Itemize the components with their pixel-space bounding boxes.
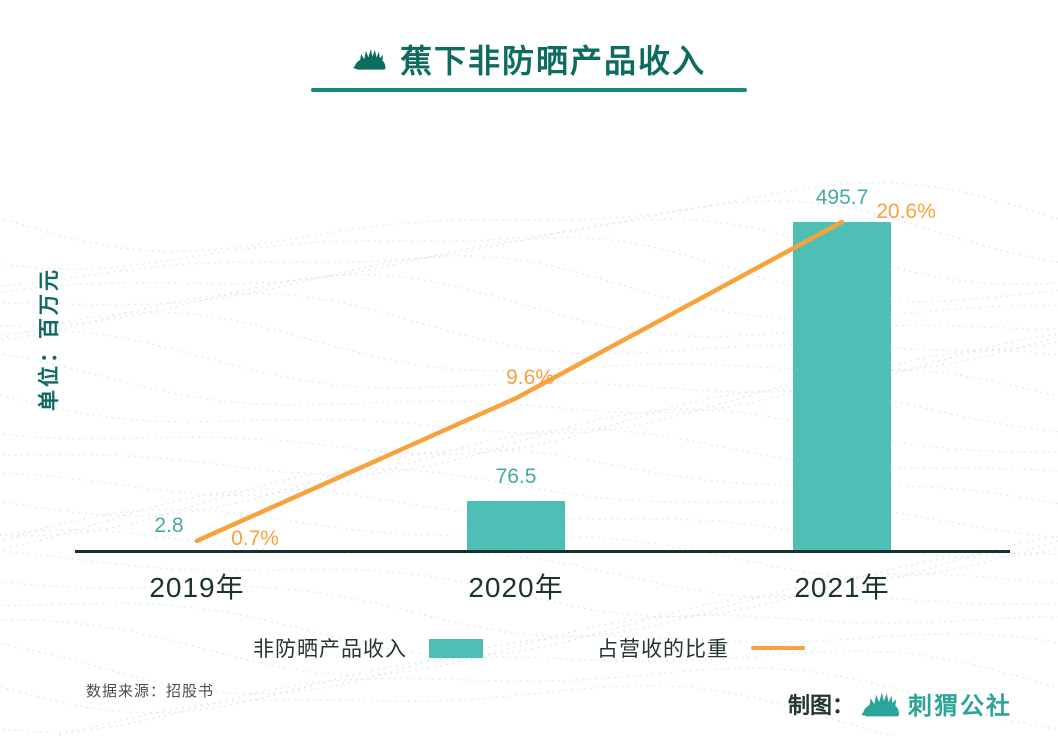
line-percent-label: 20.6% (876, 200, 936, 223)
legend-line-label: 占营收的比重 (597, 638, 729, 661)
data-source-note: 数据来源：招股书 (86, 683, 215, 700)
title-underline (311, 88, 747, 92)
title-block: 蕉下非防晒产品收入 (0, 36, 1058, 82)
legend-bar-label: 非防晒产品收入 (253, 638, 407, 661)
credit-block: 制图： 刺猬公社 (788, 686, 1012, 721)
legend-bar-swatch (429, 638, 483, 658)
hedgehog-logo-icon (860, 692, 900, 716)
x-axis-label: 2020年 (468, 572, 564, 603)
line-percent-label: 9.6% (506, 366, 554, 390)
bar-2021年 (793, 222, 891, 552)
x-axis-label: 2021年 (794, 572, 890, 603)
chart-title: 蕉下非防晒产品收入 (399, 43, 706, 79)
bar-2020年 (467, 501, 565, 552)
line-percent-label: 0.7% (231, 526, 279, 550)
legend-line-swatch (751, 646, 805, 650)
hedgehog-title-icon (352, 49, 386, 70)
credit-name: 刺猬公社 (908, 693, 1012, 720)
bar-value-label: 76.5 (495, 465, 537, 489)
legend: 非防晒产品收入 占营收的比重 (0, 633, 1058, 663)
x-axis-label: 2019年 (149, 572, 245, 603)
credit-label: 制图： (787, 692, 854, 718)
